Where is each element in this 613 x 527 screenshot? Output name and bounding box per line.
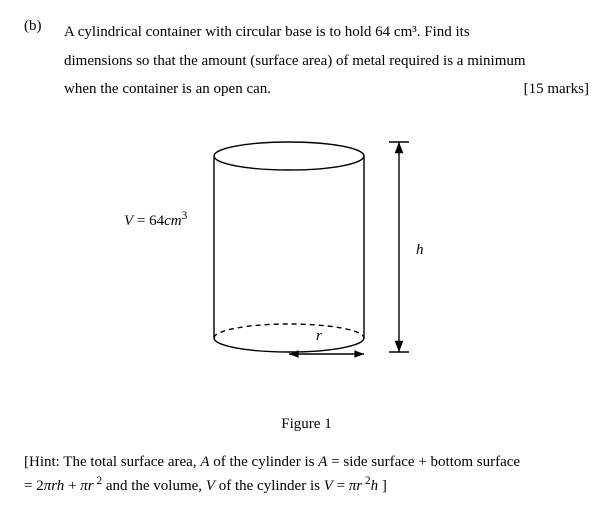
- problem-line2: dimensions so that the amount (surface a…: [64, 53, 526, 69]
- r-label: r: [316, 328, 322, 345]
- figure-caption: Figure 1: [24, 416, 589, 433]
- marks: [15 marks]: [524, 75, 589, 104]
- hint-line2: = 2πrh + πr 2 and the volume, V of the c…: [24, 473, 589, 498]
- problem-line1: A cylindrical container with circular ba…: [64, 24, 470, 40]
- problem-row: (b) A cylindrical container with circula…: [24, 18, 589, 104]
- h-label: h: [416, 242, 424, 259]
- part-label: (b): [24, 18, 64, 35]
- problem-text: A cylindrical container with circular ba…: [64, 18, 589, 104]
- volume-label: V = 64cm3: [124, 210, 187, 230]
- hint-line1: [Hint: The total surface area, A of the …: [24, 451, 589, 474]
- figure-area: V = 64cm3 h r: [24, 132, 589, 412]
- problem-line3: when the container is an open can.: [64, 81, 271, 97]
- figure-svg: [24, 132, 589, 382]
- hint-block: [Hint: The total surface area, A of the …: [24, 451, 589, 498]
